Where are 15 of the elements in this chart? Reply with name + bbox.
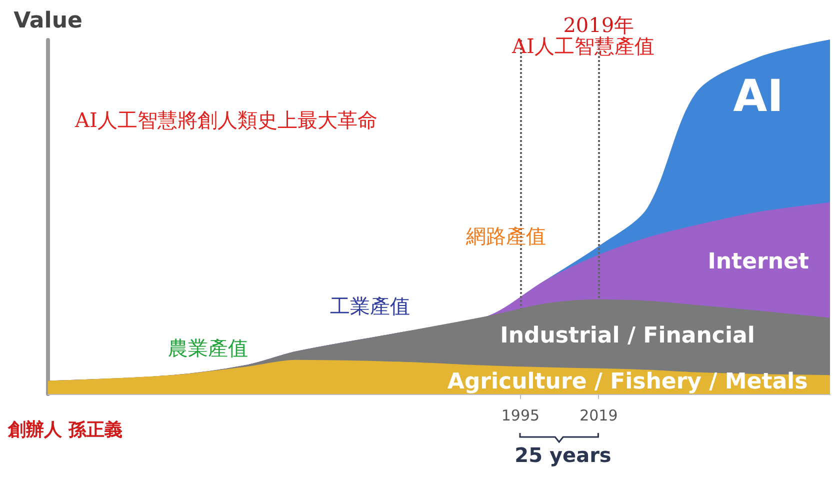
text: 25 years: [514, 443, 612, 467]
series-label: AI: [733, 70, 784, 122]
annotation: 工業產值: [330, 294, 410, 318]
ref-line-label: 2019年: [563, 13, 634, 37]
annotation: 農業產值: [168, 336, 248, 360]
text: 創辦人 孫正義: [7, 420, 122, 440]
annotation: AI人工智慧產值: [511, 34, 654, 58]
series-label: Internet: [708, 249, 810, 274]
series-label: Industrial / Financial: [500, 323, 755, 348]
x-tick-label: 2019: [580, 406, 618, 424]
annotation: AI人工智慧將創人類史上最大革命: [74, 108, 378, 132]
annotation: 網路產值: [465, 224, 546, 248]
x-tick-label: 1995: [501, 406, 540, 424]
series-label: Agriculture / Fishery / Metals: [447, 370, 808, 395]
y-axis-title: Value: [14, 8, 82, 34]
